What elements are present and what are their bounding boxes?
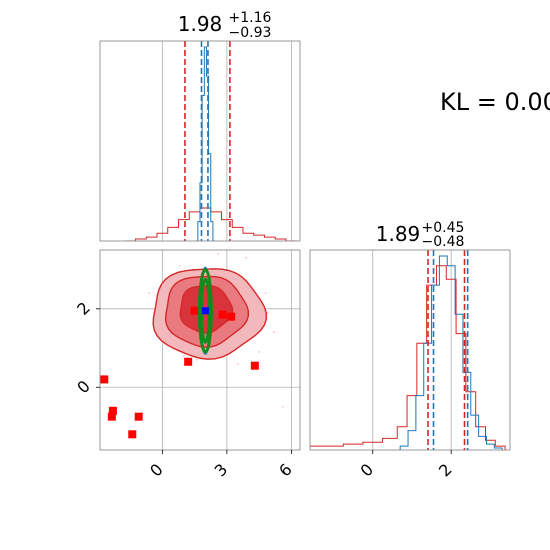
joint-scatter-point: [217, 253, 220, 255]
y-marginal-grid: [372, 250, 452, 450]
x-marginal-histograms: [124, 46, 297, 241]
x-marginal-panel: 1.98 +1.16 −0.93: [99, 10, 301, 242]
y-marginal-title-sub: −0.48: [422, 234, 465, 250]
joint-scatter-point: [236, 362, 239, 365]
joint-blue-marker: [201, 307, 209, 315]
y-marginal-quantile-lines: [427, 250, 469, 450]
joint-scatter-point: [178, 264, 181, 267]
y-marginal-histogram-blue: [399, 255, 503, 450]
joint-red-marker: [108, 406, 117, 415]
joint-red-marker: [134, 412, 143, 421]
y-marginal-x-tick-label: 0: [357, 460, 378, 481]
x-marginal-title-value: 1.98: [178, 12, 223, 36]
joint-scatter-point: [195, 358, 198, 361]
joint-red-marker: [250, 361, 259, 370]
kl-label: KL = 0.00: [440, 88, 550, 116]
x-marginal-title-sub: −0.93: [229, 25, 272, 41]
joint-red-marker: [100, 375, 109, 384]
joint-x-tick-label: 6: [275, 460, 296, 481]
joint-red-marker: [218, 310, 227, 319]
joint-x-tick-label: 0: [146, 460, 167, 481]
joint-y-tick-label: 0: [73, 377, 94, 398]
joint-green-ellipse: [200, 277, 211, 344]
joint-y-tick-label: 2: [73, 298, 94, 319]
y-marginal-x-tick-label: 2: [435, 460, 456, 481]
joint-scatter-point: [258, 351, 261, 353]
y-marginal-background: [310, 250, 510, 450]
y-marginal-histograms: [310, 255, 506, 450]
joint-red-marker: [184, 357, 193, 366]
joint-scatter-point: [264, 292, 267, 295]
joint-red-marker: [107, 412, 116, 421]
joint-red-marker: [190, 306, 199, 315]
joint-scatter-point: [238, 272, 241, 275]
x-marginal-frame: [99, 40, 301, 242]
joint-red-marker: [128, 430, 137, 439]
x-marginal-grid: [161, 41, 292, 241]
y-marginal-histogram-red: [310, 265, 506, 450]
x-marginal-title: 1.98: [178, 12, 223, 36]
joint-red-marker: [227, 312, 236, 321]
joint-plot-area: [100, 253, 284, 439]
joint-scatter-point: [182, 354, 185, 357]
x-marginal-title-sup: +1.16: [229, 10, 272, 26]
joint-x-ticks: 0 3 6: [146, 450, 296, 480]
y-marginal-title-value: 1.89: [376, 222, 421, 246]
x-marginal-quantile-lines: [184, 41, 231, 241]
joint-green-ellipse: [197, 268, 213, 354]
joint-x-tick-label: 3: [211, 460, 232, 481]
y-marginal-title-sup: +0.45: [422, 220, 465, 236]
joint-scatter-point: [281, 405, 284, 408]
joint-frame: [99, 249, 301, 451]
joint-scatter-point: [266, 311, 269, 314]
joint-scatter-point: [148, 292, 151, 295]
y-marginal-frame: [309, 249, 511, 451]
joint-y-ticks: 02: [73, 298, 100, 397]
joint-scatter-point: [245, 256, 248, 259]
joint-scatter-point: [273, 331, 276, 334]
x-marginal-histogram-blue: [195, 46, 216, 241]
